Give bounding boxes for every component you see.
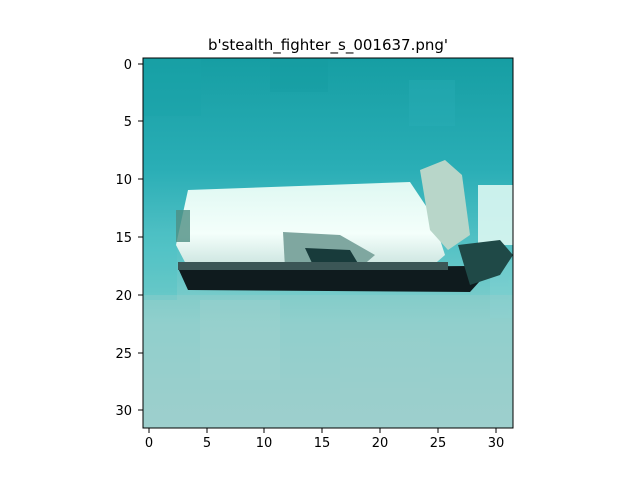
y-tick-label: 20	[115, 289, 132, 304]
image-display	[143, 58, 513, 428]
y-axis: 0 5 10 15 20 25 30	[115, 58, 143, 419]
y-tick-label: 5	[124, 115, 132, 130]
y-tick-label: 30	[115, 404, 132, 419]
x-tick-label: 0	[145, 436, 153, 451]
pixel-texture	[143, 58, 513, 400]
x-axis: 0 5 10 15 20 25 30	[145, 428, 504, 451]
y-tick-label: 25	[115, 347, 132, 362]
x-tick-label: 20	[372, 436, 389, 451]
x-tick-label: 5	[203, 436, 211, 451]
x-tick-label: 25	[430, 436, 447, 451]
x-tick-label: 15	[314, 436, 331, 451]
x-tick-label: 10	[256, 436, 273, 451]
ship-silhouette	[176, 160, 513, 292]
y-tick-label: 0	[124, 58, 132, 73]
y-tick-label: 10	[115, 173, 132, 188]
figure-title: b'stealth_fighter_s_001637.png'	[208, 36, 448, 55]
axes-frame	[142, 57, 514, 429]
y-tick-label: 15	[115, 231, 132, 246]
background-highlight	[478, 185, 513, 245]
sea-haze	[143, 295, 513, 428]
x-tick-label: 30	[488, 436, 505, 451]
